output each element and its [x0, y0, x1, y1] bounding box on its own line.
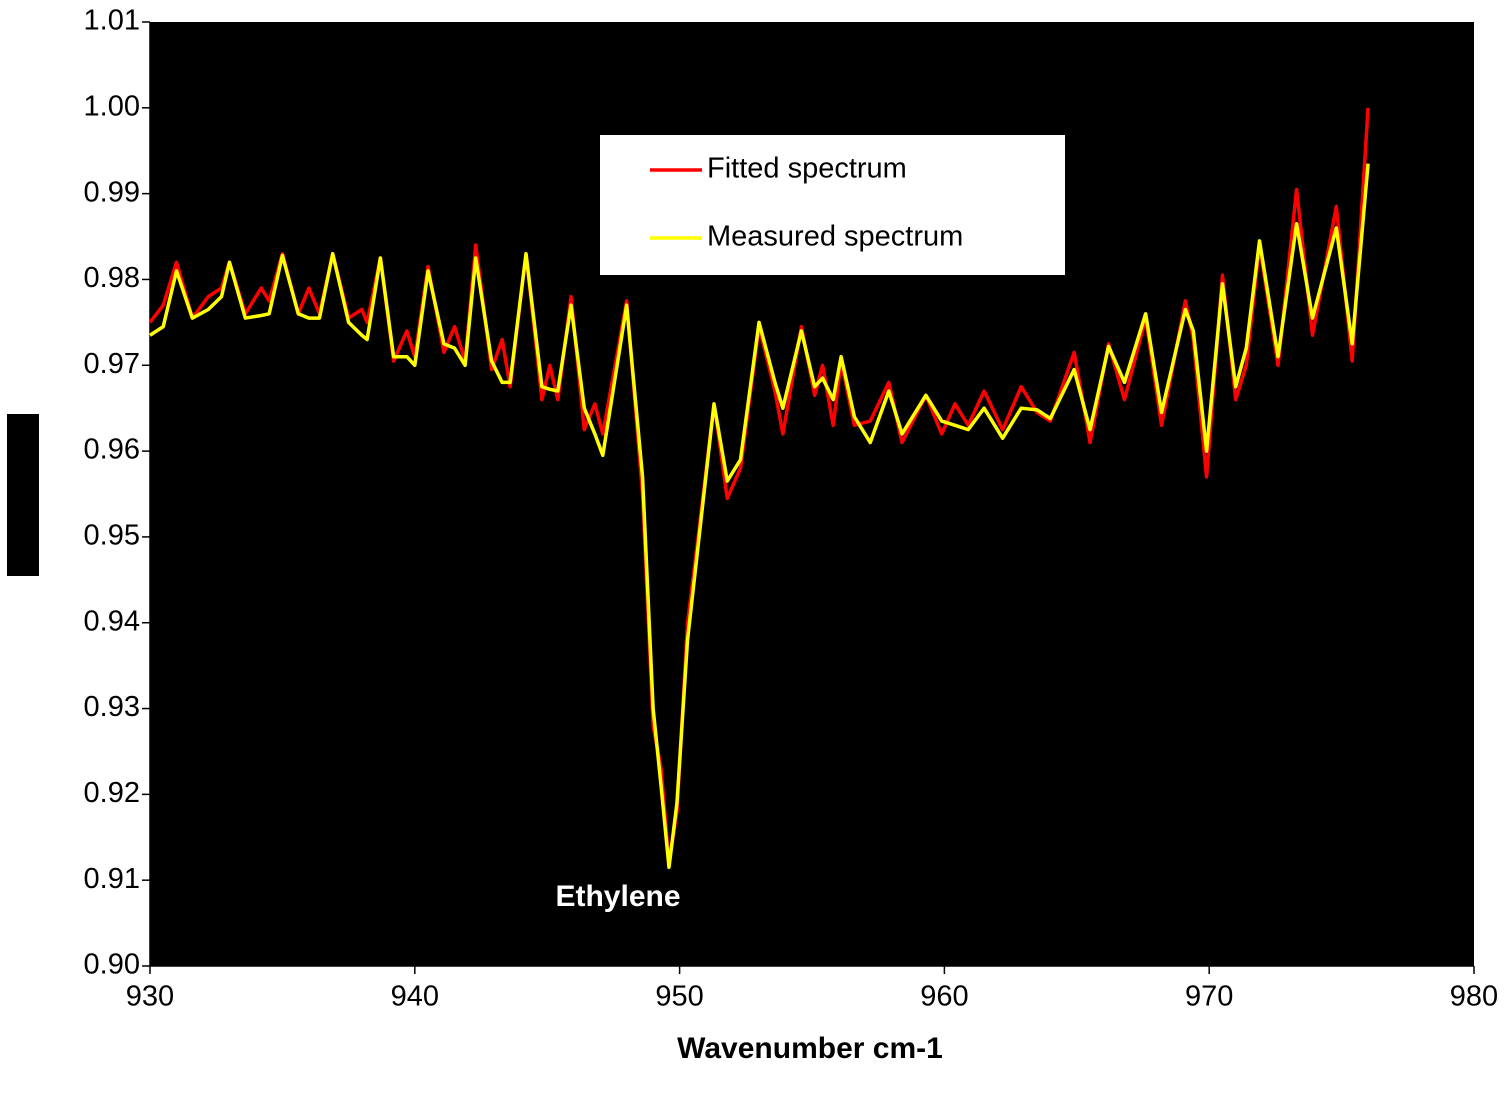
y-tick-label: 0.99	[84, 176, 140, 208]
legend-label: Measured spectrum	[707, 221, 963, 253]
y-tick-label: 0.94	[84, 605, 140, 637]
x-tick-label: 980	[1450, 981, 1498, 1013]
y-tick-label: 0.97	[84, 348, 140, 380]
x-tick-label: 970	[1185, 981, 1233, 1013]
y-tick-label: 0.96	[84, 434, 140, 466]
x-tick-label: 930	[126, 981, 174, 1013]
y-tick-label: 0.95	[84, 520, 140, 552]
x-tick-label: 950	[655, 981, 703, 1013]
x-tick-label: 960	[920, 981, 968, 1013]
y-tick-label: 1.01	[84, 5, 140, 37]
y-tick-label: 0.92	[84, 777, 140, 809]
y-tick-label: 0.98	[84, 262, 140, 294]
y-tick-label: 1.00	[84, 90, 140, 122]
y-tick-label: 0.91	[84, 863, 140, 895]
legend-label: Fitted spectrum	[707, 153, 907, 185]
legend	[600, 135, 1065, 275]
series-line	[149, 163, 1370, 870]
x-axis-label: Wavenumber cm-1	[677, 1032, 943, 1065]
annotation: Ethylene	[555, 880, 680, 913]
y-tick-label: 0.90	[84, 949, 140, 981]
x-tick-label: 940	[391, 981, 439, 1013]
y-label-box	[7, 414, 39, 576]
y-tick-label: 0.93	[84, 691, 140, 723]
